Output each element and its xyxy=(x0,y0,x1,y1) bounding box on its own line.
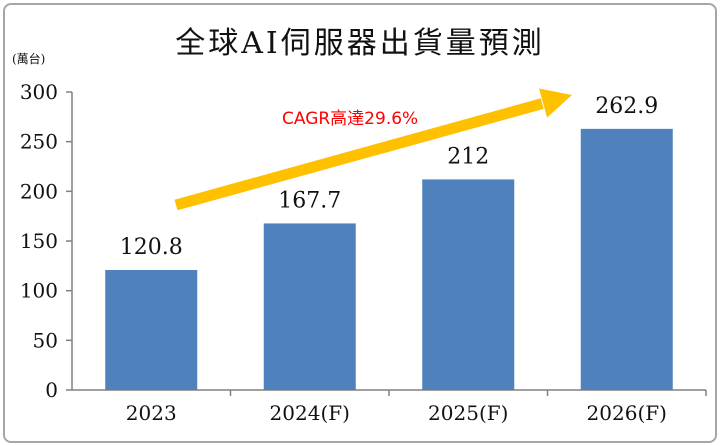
x-category-label: 2025(F) xyxy=(428,401,508,425)
cagr-annotation: CAGR高達29.6% xyxy=(282,109,418,129)
bar xyxy=(580,128,673,390)
x-category-label: 2024(F) xyxy=(270,401,350,425)
data-label: 262.9 xyxy=(595,94,658,119)
y-tick-label: 150 xyxy=(20,229,58,253)
y-tick-label: 200 xyxy=(20,179,58,203)
data-label: 212 xyxy=(447,144,489,169)
trend-arrow-shaft xyxy=(174,98,544,211)
y-tick-label: 300 xyxy=(20,80,58,104)
trend-arrow-head xyxy=(539,88,572,118)
y-tick-label: 0 xyxy=(45,378,58,402)
y-tick-label: 50 xyxy=(33,328,58,352)
y-tick-label: 250 xyxy=(20,130,58,154)
bar xyxy=(263,223,356,390)
chart-title: 全球AI伺服器出貨量預測 xyxy=(175,26,545,61)
bar xyxy=(105,270,198,390)
y-tick-label: 100 xyxy=(20,279,58,303)
data-label: 120.8 xyxy=(120,235,183,260)
bar xyxy=(422,179,515,390)
x-category-label: 2023 xyxy=(126,401,177,425)
y-axis-unit-label: (萬台) xyxy=(12,52,46,66)
data-label: 167.7 xyxy=(278,188,341,213)
x-category-label: 2026(F) xyxy=(587,401,667,425)
